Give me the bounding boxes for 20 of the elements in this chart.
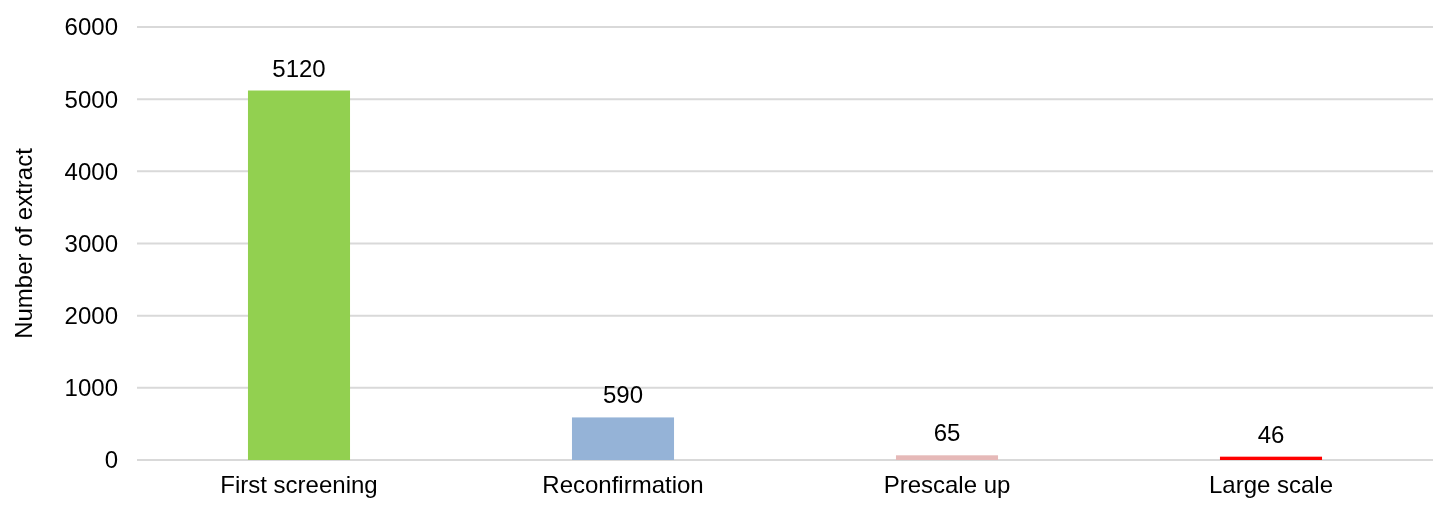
y-tick-label: 0 (104, 446, 118, 474)
bar (1219, 456, 1323, 460)
bar (247, 90, 351, 460)
x-tick-label: Large scale (1208, 471, 1334, 498)
x-tick-label: Prescale up (883, 471, 1011, 498)
bar (571, 417, 675, 460)
y-tick-label: 4000 (64, 157, 118, 185)
y-tick-label: 5000 (64, 85, 118, 113)
bar (895, 455, 999, 460)
x-tick-label: Reconfirmation (542, 471, 704, 498)
y-tick-label: 3000 (64, 229, 118, 257)
x-tick-label: First screening (220, 471, 378, 498)
y-axis-title: Number of extract (10, 147, 37, 339)
y-tick-label: 6000 (64, 13, 118, 41)
data-label: 590 (602, 381, 644, 409)
data-label: 65 (933, 419, 961, 447)
data-label: 5120 (272, 54, 326, 82)
y-tick-label: 1000 (64, 374, 118, 402)
data-label: 46 (1257, 420, 1285, 448)
y-tick-label: 2000 (64, 302, 118, 330)
